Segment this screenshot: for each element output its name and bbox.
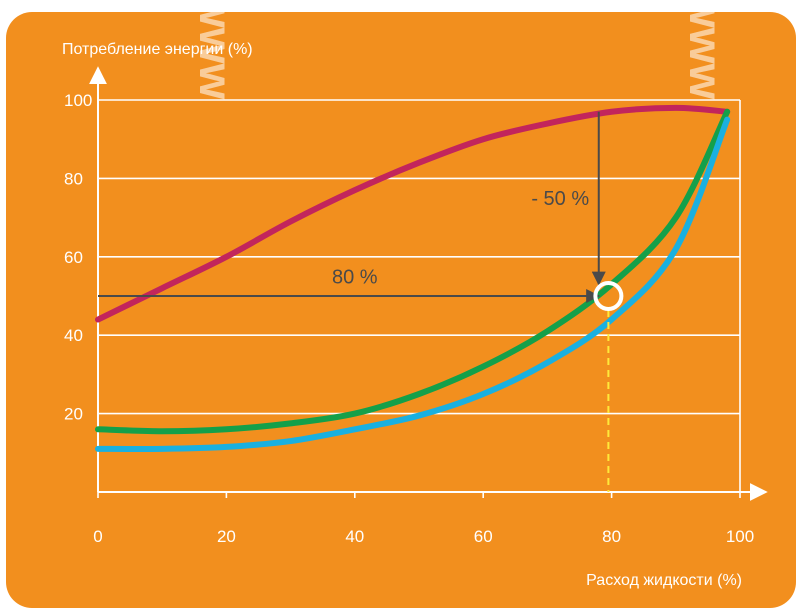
y-tick-label: 60 — [64, 248, 83, 267]
y-axis-title: Потребление энергии (%) — [62, 41, 253, 58]
x-tick-label: 0 — [93, 527, 102, 546]
series-group — [95, 104, 731, 453]
series-line-magenta — [95, 104, 731, 323]
watermark-text: www — [190, 0, 242, 100]
x-tick-label: 40 — [345, 527, 364, 546]
tick-labels-group: 0 20 40 60 80 100 20 40 60 80 100 — [64, 91, 754, 546]
series-line-cyan — [95, 116, 731, 453]
chart-background — [6, 12, 796, 608]
x-tick-label: 100 — [726, 527, 754, 546]
y-tick-label: 100 — [64, 91, 92, 110]
watermark-text: www — [680, 0, 732, 100]
x-tick-label: 20 — [217, 527, 236, 546]
watermark-group: www www — [190, 0, 732, 100]
marker-group — [593, 281, 624, 492]
x-tick-label: 60 — [474, 527, 493, 546]
x-axis-title: Расход жидкости (%) — [586, 572, 742, 589]
y-tick-label: 20 — [64, 405, 83, 424]
annotations-group: 80 % - 50 % — [98, 111, 606, 303]
operating-point-marker — [593, 281, 624, 311]
annotation-80-percent-label: 80 % — [332, 266, 378, 288]
annotation-minus-50-percent-label: - 50 % — [531, 188, 589, 210]
axes-group — [89, 66, 768, 501]
series-line-green — [95, 108, 731, 435]
x-tick-label: 80 — [602, 527, 621, 546]
y-tick-label: 40 — [64, 326, 83, 345]
y-tick-label: 80 — [64, 169, 83, 188]
